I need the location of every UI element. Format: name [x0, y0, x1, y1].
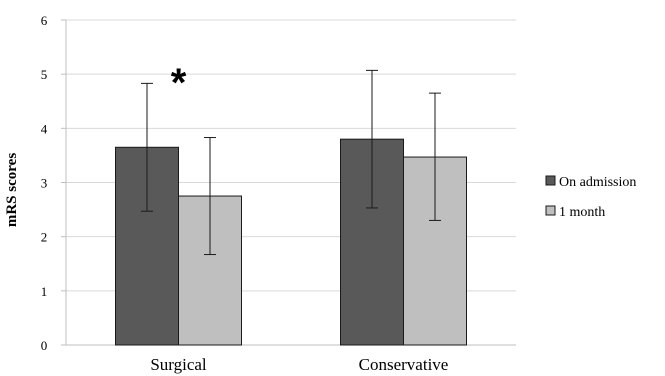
x-category-label: Surgical	[150, 355, 207, 374]
y-tick-label: 1	[41, 284, 48, 299]
y-tick-label: 0	[41, 338, 48, 353]
y-axis-label: mRS scores	[4, 153, 20, 227]
y-tick-label: 5	[41, 67, 48, 82]
y-tick-label: 6	[41, 13, 48, 28]
y-tick-label: 3	[41, 176, 48, 191]
error-bars	[141, 69, 441, 256]
legend: On admission 1 month	[545, 175, 636, 220]
x-category-label: Conservative	[359, 355, 449, 374]
annotations: *	[171, 61, 187, 105]
y-tick-label: 4	[41, 121, 48, 136]
legend-swatch	[545, 175, 556, 186]
legend-swatch	[545, 205, 556, 216]
bars	[115, 138, 467, 346]
y-tick-label: 2	[41, 230, 48, 245]
x-axis-categories: Surgical Conservative	[150, 355, 448, 374]
legend-label: On admission	[559, 175, 636, 190]
y-axis-ticks: 0 1 2 3 4 5 6	[41, 13, 66, 353]
legend-label: 1 month	[559, 205, 605, 220]
significance-asterisk: *	[171, 61, 187, 105]
